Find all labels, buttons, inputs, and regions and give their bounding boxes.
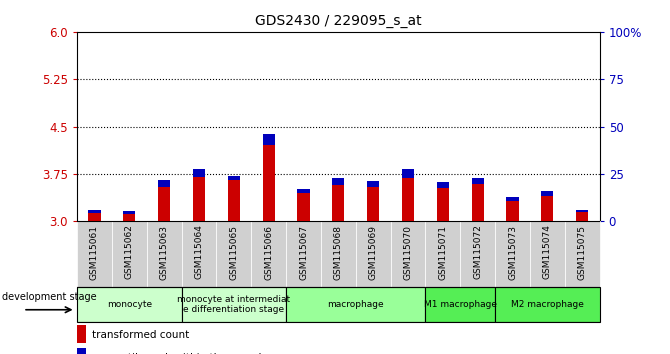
Bar (228, 176, 240, 221)
Bar (507, 197, 519, 221)
Bar (147, 221, 182, 287)
Text: GSM115062: GSM115062 (125, 224, 134, 279)
Text: GSM115065: GSM115065 (229, 224, 239, 280)
Bar (123, 211, 135, 214)
Bar (391, 221, 425, 287)
Text: GSM115069: GSM115069 (369, 224, 378, 280)
Text: macrophage: macrophage (328, 300, 384, 309)
Text: GSM115064: GSM115064 (194, 224, 204, 279)
Bar (402, 169, 414, 221)
Bar (251, 221, 286, 287)
Text: development stage: development stage (1, 292, 96, 302)
Bar (472, 178, 484, 221)
Text: GSM115066: GSM115066 (264, 224, 273, 280)
Bar (356, 221, 391, 287)
Bar (77, 221, 112, 287)
Bar (495, 221, 530, 287)
Bar (495, 287, 600, 322)
Bar (182, 221, 216, 287)
Bar (263, 134, 275, 221)
Text: monocyte at intermediat
e differentiation stage: monocyte at intermediat e differentiatio… (178, 295, 290, 314)
Bar (193, 169, 205, 177)
Bar (228, 176, 240, 180)
Bar (460, 221, 495, 287)
Bar (367, 181, 379, 221)
Bar (565, 221, 600, 287)
Bar (541, 191, 553, 196)
Text: M2 macrophage: M2 macrophage (511, 300, 584, 309)
Bar (286, 287, 425, 322)
Bar (88, 210, 100, 213)
Bar (367, 181, 379, 187)
Bar (472, 178, 484, 184)
Bar (576, 210, 588, 212)
Bar (437, 182, 449, 188)
Bar (332, 178, 344, 221)
Bar (507, 197, 519, 201)
Bar (530, 221, 565, 287)
Bar (286, 221, 321, 287)
Bar (193, 169, 205, 221)
Text: GSM115067: GSM115067 (299, 224, 308, 280)
Text: GSM115072: GSM115072 (473, 224, 482, 279)
Bar (297, 189, 310, 221)
Bar (88, 210, 100, 221)
Bar (297, 189, 310, 193)
Bar (77, 348, 86, 354)
Bar (216, 221, 251, 287)
Text: GSM115063: GSM115063 (159, 224, 169, 280)
Bar (402, 169, 414, 178)
Bar (425, 221, 460, 287)
Text: M1 macrophage: M1 macrophage (424, 300, 496, 309)
Bar (158, 180, 170, 187)
Bar (541, 191, 553, 221)
Text: GSM115073: GSM115073 (508, 224, 517, 280)
Text: GSM115075: GSM115075 (578, 224, 587, 280)
Text: GSM115061: GSM115061 (90, 224, 99, 280)
Bar (332, 178, 344, 185)
Bar (263, 134, 275, 145)
Bar (112, 221, 147, 287)
Bar (437, 182, 449, 221)
Title: GDS2430 / 229095_s_at: GDS2430 / 229095_s_at (255, 14, 421, 28)
Text: percentile rank within the sample: percentile rank within the sample (92, 353, 267, 354)
Text: GSM115074: GSM115074 (543, 224, 552, 279)
Text: monocyte: monocyte (107, 300, 152, 309)
Bar (182, 287, 286, 322)
Bar (77, 287, 182, 322)
Bar (576, 210, 588, 221)
Bar (123, 211, 135, 221)
Text: GSM115068: GSM115068 (334, 224, 343, 280)
Bar (321, 221, 356, 287)
Text: transformed count: transformed count (92, 330, 189, 339)
Bar (77, 325, 86, 343)
Text: GSM115070: GSM115070 (403, 224, 413, 280)
Text: GSM115071: GSM115071 (438, 224, 448, 280)
Bar (158, 180, 170, 221)
Bar (425, 287, 495, 322)
